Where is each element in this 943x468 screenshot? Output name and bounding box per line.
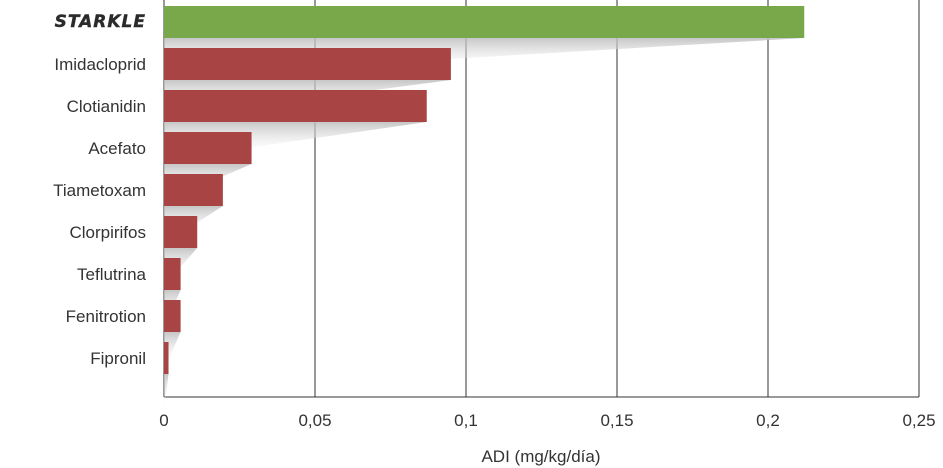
category-label: Acefato [88, 139, 146, 158]
x-axis-title: ADI (mg/kg/día) [481, 447, 600, 466]
category-label: Clorpirifos [69, 223, 146, 242]
x-tick-label: 0,05 [298, 411, 331, 430]
plot-area: 0 0,05 0,1 0,15 0,2 0,25 STARKLE Imidacloprid Cl… [53, 0, 936, 430]
x-tick-label: 0,15 [600, 411, 633, 430]
category-label: Fenitrotion [66, 307, 146, 326]
bar [164, 174, 223, 206]
category-label: Fipronil [90, 349, 146, 368]
category-label: Imidacloprid [54, 55, 146, 74]
x-tick-label: 0 [159, 411, 168, 430]
bar [164, 48, 451, 80]
bar [164, 258, 181, 290]
x-tick-label: 0,1 [454, 411, 478, 430]
category-label: Teflutrina [77, 265, 147, 284]
bar [164, 342, 169, 374]
bar [164, 90, 427, 122]
x-tick-label: 0,2 [756, 411, 780, 430]
category-label: Clotianidin [67, 97, 146, 116]
bar [164, 132, 252, 164]
bar-shadow [164, 374, 169, 410]
bar [164, 6, 805, 38]
category-label-logo: STARKLE [55, 12, 146, 32]
bar [164, 300, 181, 332]
x-tick-label: 0,25 [902, 411, 935, 430]
bar [164, 216, 198, 248]
category-label: Tiametoxam [53, 181, 146, 200]
